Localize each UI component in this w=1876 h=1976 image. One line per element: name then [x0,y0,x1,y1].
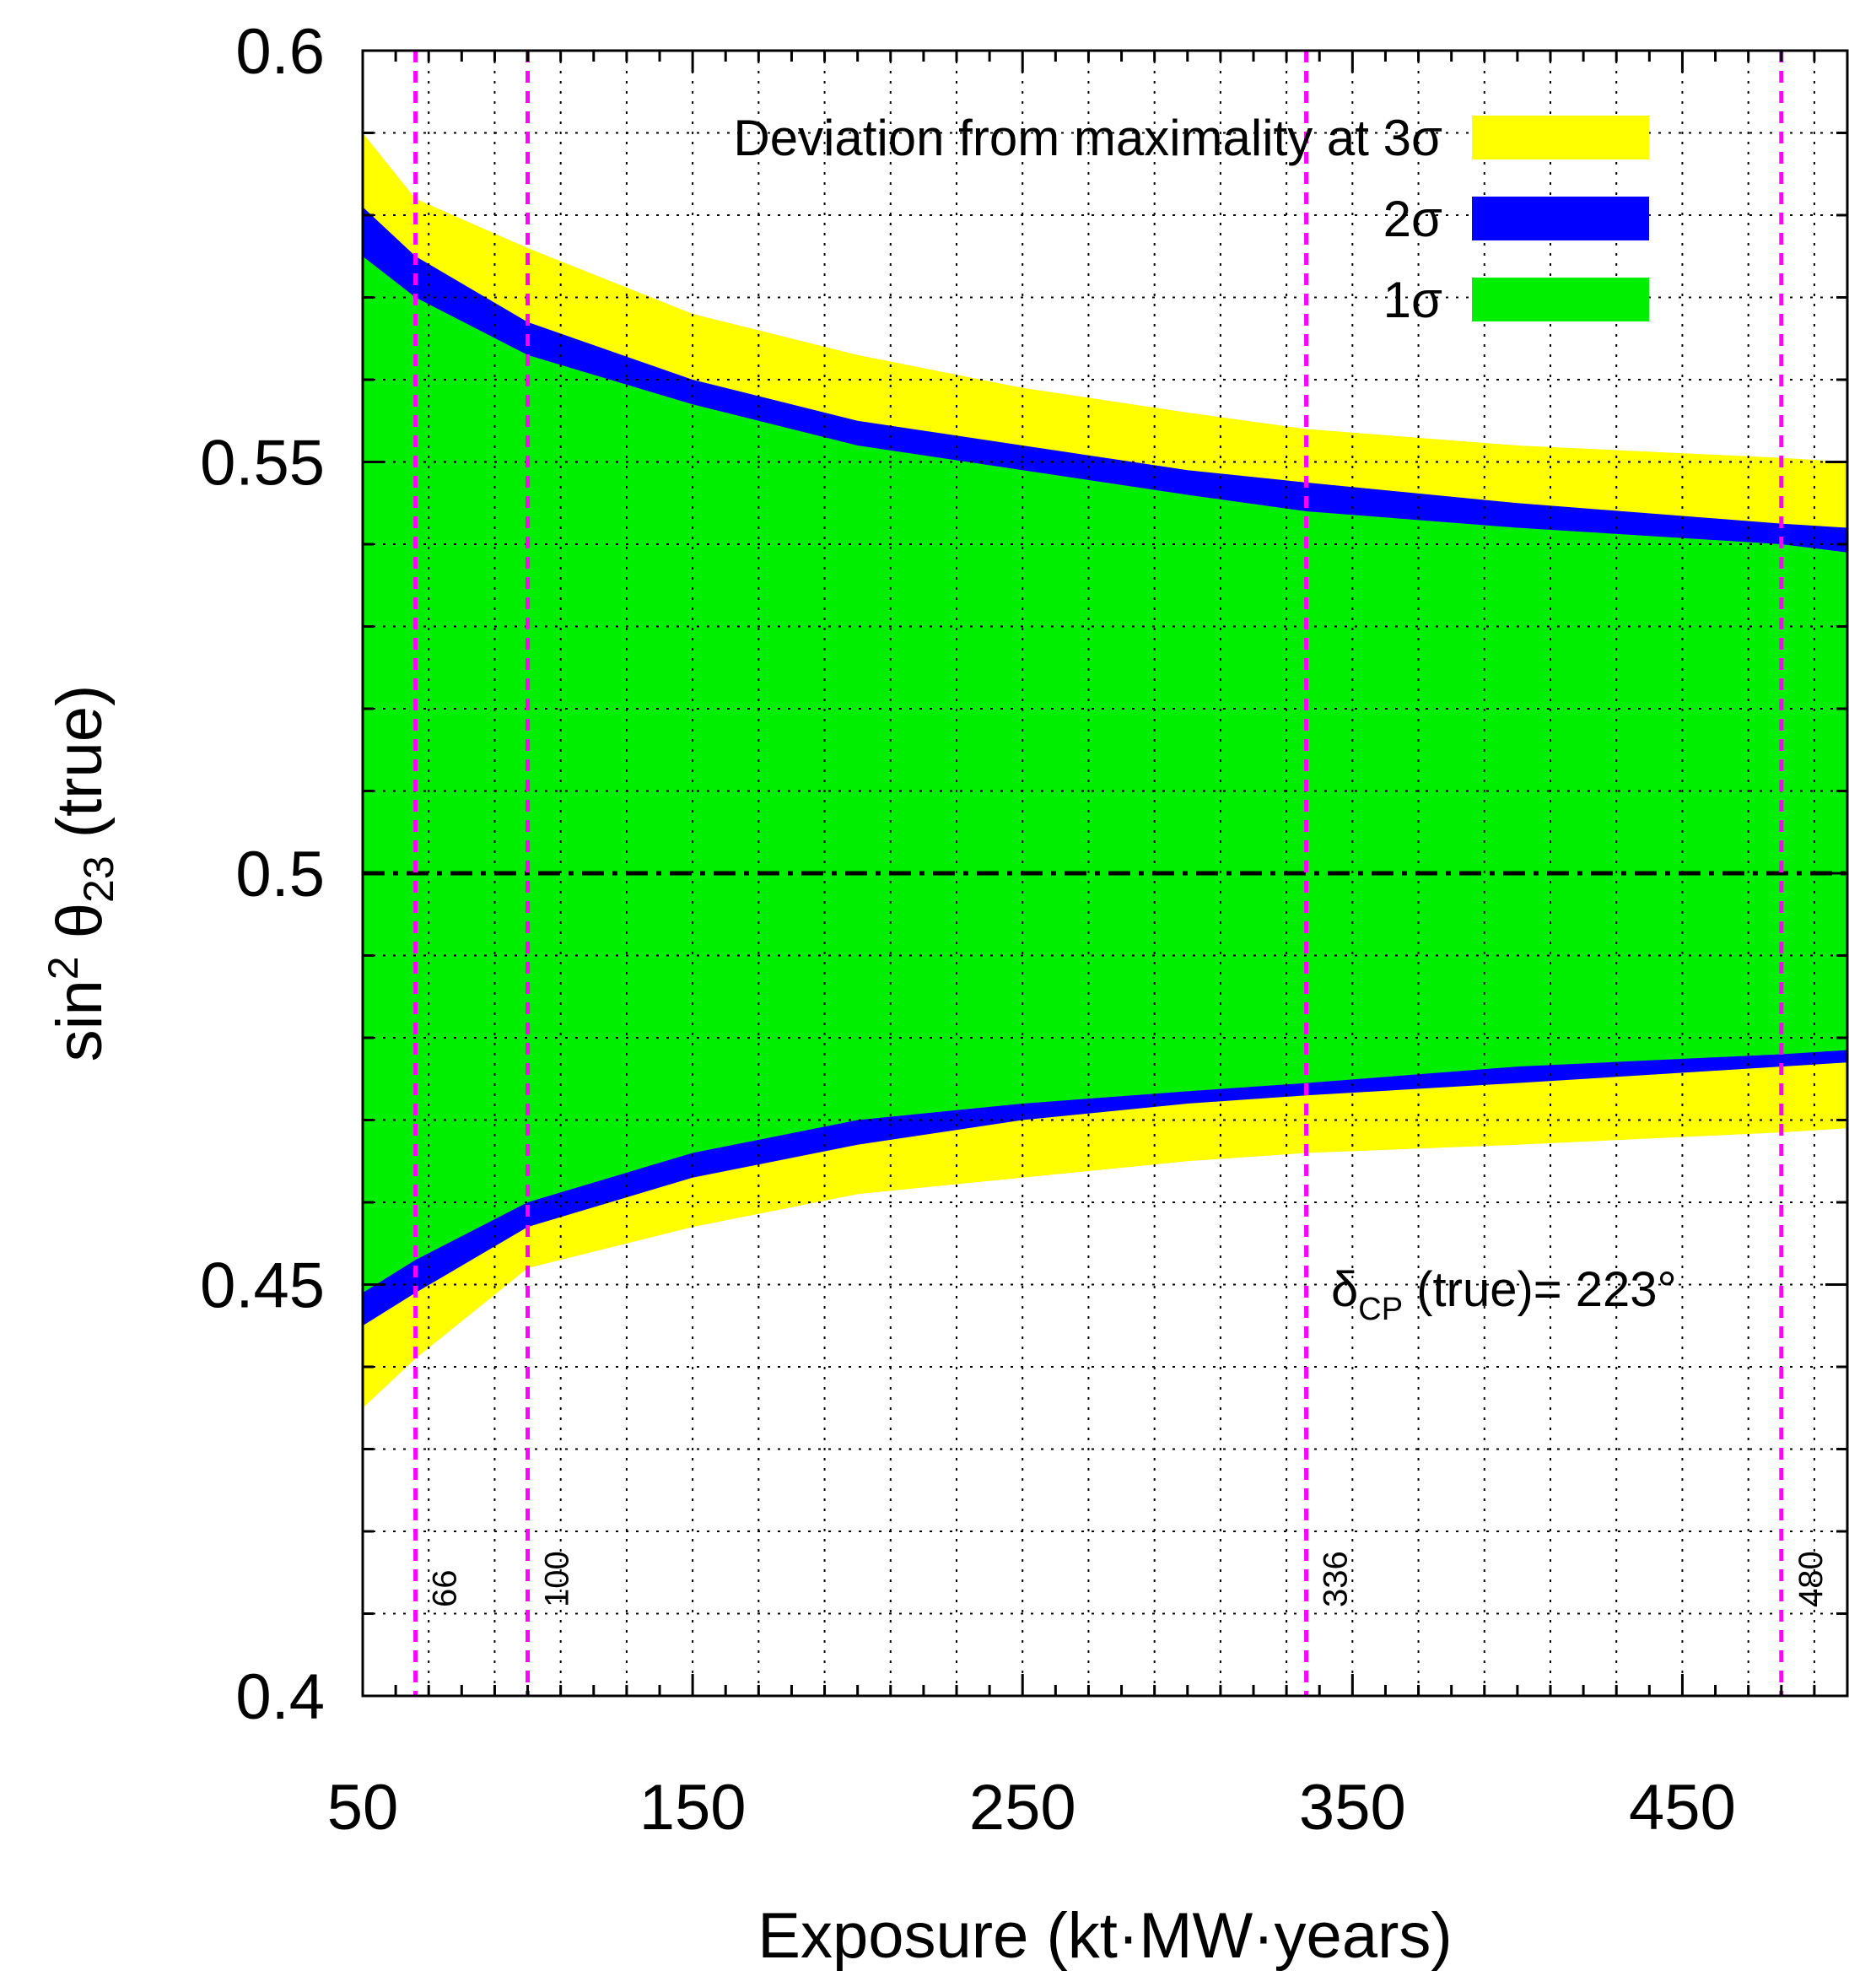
y-tick-label: 0.6 [235,16,325,88]
y-tick-label: 0.45 [200,1250,325,1322]
y-tick-label: 0.5 [235,839,325,910]
legend-label-0: Deviation from maximality at 3σ [733,110,1442,166]
y-axis-title-sup: 2 [40,956,87,980]
y-tick-label: 0.4 [235,1661,325,1733]
y-axis-title-tail: (true) [44,685,116,856]
legend-label-1: 2σ [1383,191,1442,247]
delta-cp-subscript: CP [1358,1292,1403,1327]
confidence-bands [363,132,1847,1408]
x-tick-label: 450 [1629,1772,1736,1844]
y-tick-labels: 0.4 0.45 0.5 0.55 0.6 [200,16,325,1733]
band-1sigma [363,256,1847,1293]
legend-swatch-1 [1472,197,1649,240]
y-axis-title-theta: θ [44,903,116,956]
x-tick-label: 50 [327,1772,399,1844]
y-axis-title-sub: 23 [75,856,122,903]
x-tick-label: 350 [1299,1772,1406,1844]
y-axis-title-main: sin [44,980,116,1061]
axis-ticks [361,49,1849,1698]
y-axis-title: sin2 θ23 (true) [40,685,122,1062]
vertical-lines: 66 100 336 480 [413,51,1830,1696]
vertical-line-label-100: 100 [539,1551,576,1607]
x-tick-label: 250 [969,1772,1076,1844]
y-tick-label: 0.55 [200,428,325,499]
vertical-line-label-480: 480 [1792,1551,1830,1607]
plot-frame [361,49,1849,1698]
legend-swatch-0 [1472,116,1649,159]
vertical-line-label-66: 66 [427,1570,464,1608]
delta-cp-annotation: δCP (true)= 223° [1331,1262,1677,1327]
legend-label-2: 1σ [1383,272,1442,328]
legend-swatch-2 [1472,278,1649,321]
delta-cp-symbol: δ [1331,1262,1358,1317]
vertical-line-label-336: 336 [1318,1551,1355,1607]
delta-cp-value: (true)= 223° [1403,1262,1677,1317]
x-tick-label: 150 [639,1772,747,1844]
legend: Deviation from maximality at 3σ 2σ 1σ [733,110,1649,328]
x-tick-labels: 50 150 250 350 450 [327,1772,1736,1844]
x-axis-title: Exposure (kt·MW·years) [757,1900,1452,1972]
